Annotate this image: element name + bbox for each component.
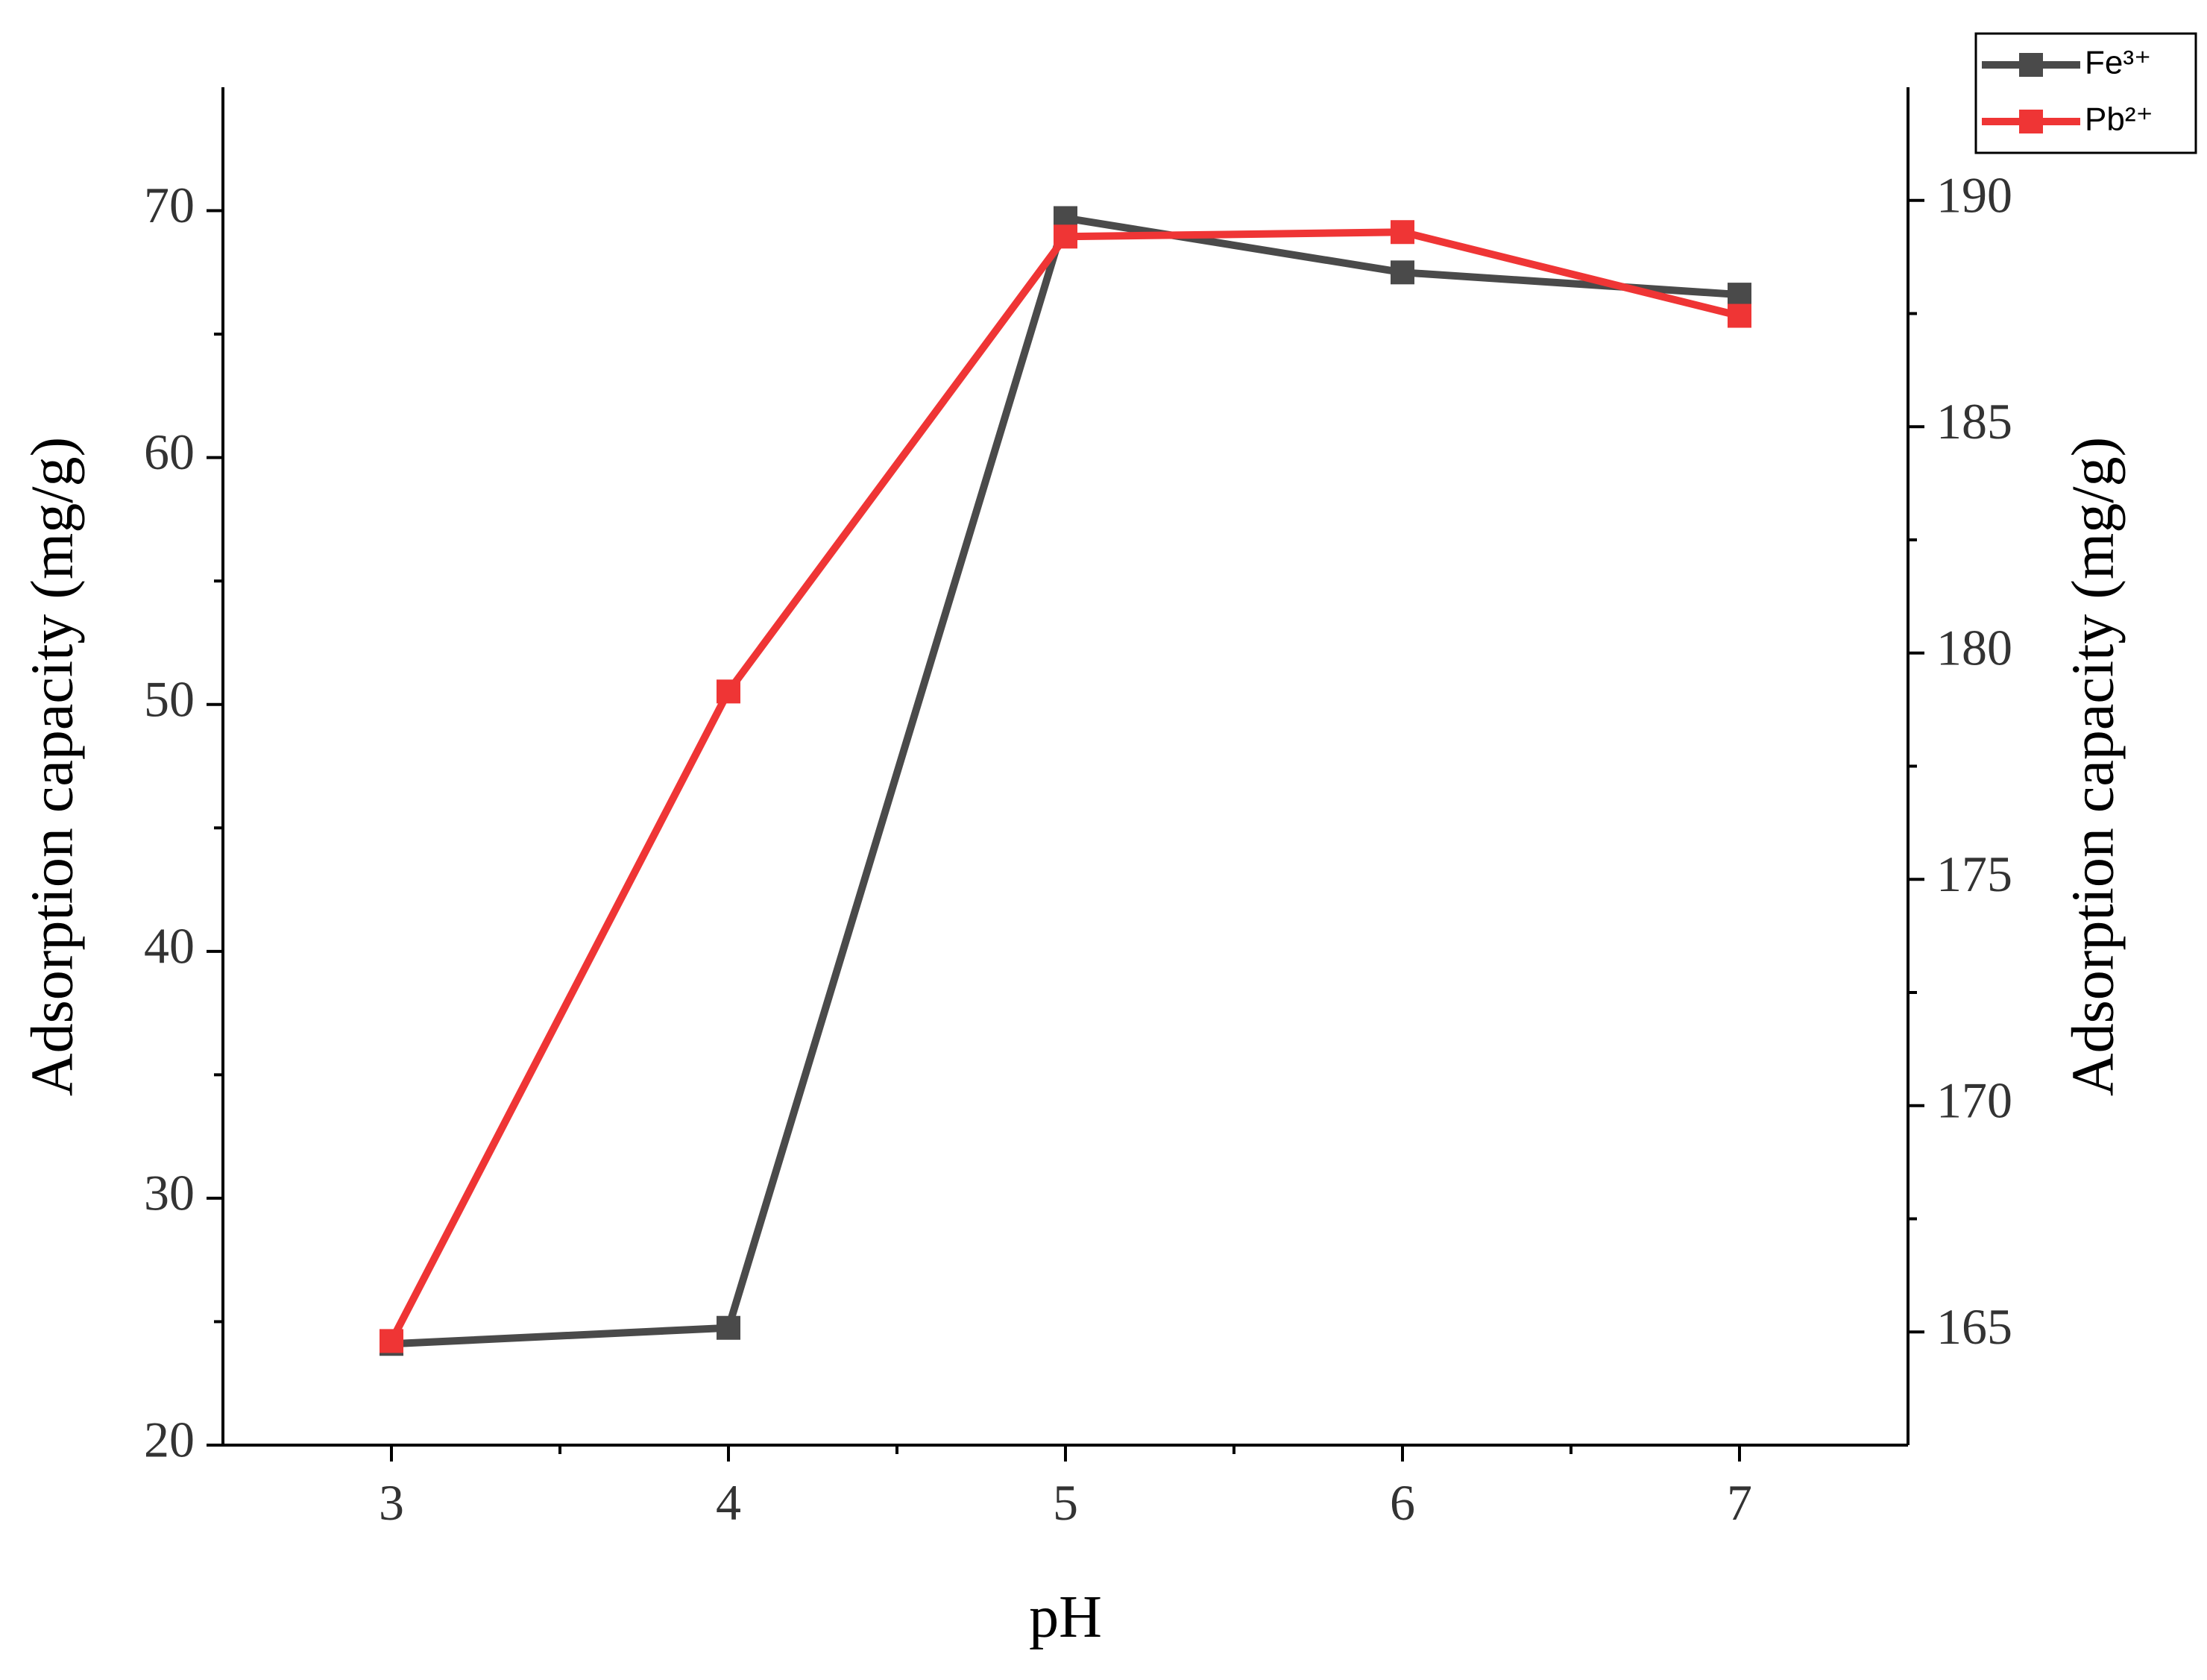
x-tick-label: 3 <box>379 1474 404 1531</box>
x-tick-label: 6 <box>1390 1474 1415 1531</box>
x-tick-label: 5 <box>1053 1474 1078 1531</box>
series-marker <box>717 1315 740 1340</box>
y-tick-label: 50 <box>144 670 195 727</box>
y-tick-label: 40 <box>144 917 195 974</box>
legend-marker <box>2019 110 2043 133</box>
x-axis-title: pH <box>1029 1585 1102 1650</box>
series-marker <box>1054 224 1077 249</box>
x-tick-label: 7 <box>1727 1474 1752 1531</box>
y-axis-title: Adsorption capacity (mg/g) <box>19 437 85 1096</box>
series-marker <box>1391 220 1414 245</box>
legend-label: Fe³⁺ <box>2085 45 2151 81</box>
legend-box <box>1974 32 2197 154</box>
series-marker <box>1391 260 1414 285</box>
legend: Fe³⁺ Pb²⁺ <box>1974 32 2197 154</box>
x-tick-label: 4 <box>716 1474 741 1531</box>
y-tick-label: 20 <box>144 1412 195 1468</box>
y2-tick-label: 180 <box>1936 619 2012 676</box>
series-marker <box>380 1329 403 1353</box>
y-tick-label: 30 <box>144 1165 195 1221</box>
y2-tick-label: 185 <box>1936 393 2012 450</box>
y2-tick-label: 170 <box>1936 1072 2012 1128</box>
y-tick-label: 60 <box>144 424 195 480</box>
legend-marker <box>2019 53 2043 77</box>
y2-tick-label: 190 <box>1936 166 2012 223</box>
series-marker <box>717 679 740 704</box>
series-marker <box>1728 303 1751 328</box>
series-line <box>391 214 1740 1348</box>
series-marker <box>1728 283 1751 307</box>
series-line <box>388 228 1741 1343</box>
legend-label: Pb²⁺ <box>2085 101 2153 138</box>
y2-axis-title: Adsorption capacity (mg/g) <box>2060 437 2126 1096</box>
y-tick-label: 70 <box>144 177 195 233</box>
y2-tick-label: 165 <box>1936 1298 2012 1355</box>
y2-tick-label: 175 <box>1936 846 2012 902</box>
